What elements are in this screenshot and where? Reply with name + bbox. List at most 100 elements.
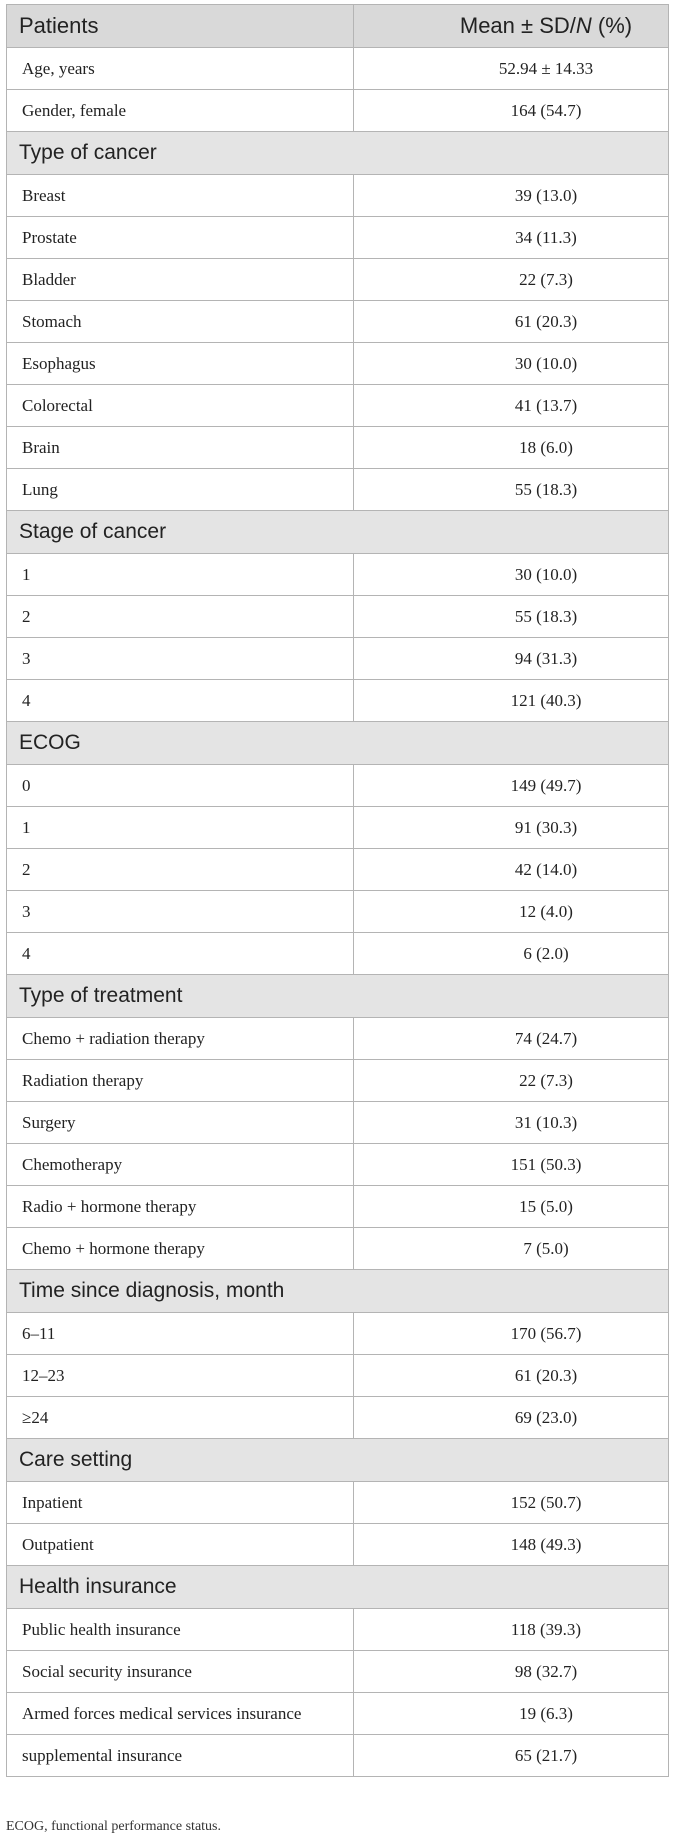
row-value: 19 (6.3) bbox=[353, 1692, 669, 1735]
table-row: Breast 39 (13.0) bbox=[6, 174, 669, 217]
row-value: 98 (32.7) bbox=[353, 1650, 669, 1693]
column-header-mean-sd: Mean ± SD/N (%) bbox=[353, 4, 669, 48]
category-heading: ECOG bbox=[6, 721, 669, 765]
category-row: ECOG bbox=[6, 721, 669, 765]
table-row: supplemental insurance 65 (21.7) bbox=[6, 1734, 669, 1777]
row-value: 91 (30.3) bbox=[353, 806, 669, 849]
table-row: Social security insurance 98 (32.7) bbox=[6, 1650, 669, 1693]
table-row: 3 94 (31.3) bbox=[6, 637, 669, 680]
row-label: Age, years bbox=[6, 47, 354, 90]
table-row: 1 30 (10.0) bbox=[6, 553, 669, 596]
row-label: Prostate bbox=[6, 216, 354, 259]
row-value: 55 (18.3) bbox=[353, 595, 669, 638]
column-header-suffix: (%) bbox=[591, 13, 633, 38]
category-heading: Care setting bbox=[6, 1438, 669, 1482]
row-label: Radio + hormone therapy bbox=[6, 1185, 354, 1228]
table-row: Armed forces medical services insurance 1… bbox=[6, 1692, 669, 1735]
table-row: 12–23 61 (20.3) bbox=[6, 1354, 669, 1397]
row-value: 39 (13.0) bbox=[353, 174, 669, 217]
row-value: 18 (6.0) bbox=[353, 426, 669, 469]
table-row: 1 91 (30.3) bbox=[6, 806, 669, 849]
table-row: Radiation therapy 22 (7.3) bbox=[6, 1059, 669, 1102]
row-label: Chemo + hormone therapy bbox=[6, 1227, 354, 1270]
category-heading: Type of treatment bbox=[6, 974, 669, 1018]
column-header-patients: Patients bbox=[6, 4, 354, 48]
row-value: 149 (49.7) bbox=[353, 764, 669, 807]
table-row: Chemo + radiation therapy 74 (24.7) bbox=[6, 1017, 669, 1060]
row-label: 12–23 bbox=[6, 1354, 354, 1397]
row-value: 170 (56.7) bbox=[353, 1312, 669, 1355]
row-label: Social security insurance bbox=[6, 1650, 354, 1693]
row-value: 52.94 ± 14.33 bbox=[353, 47, 669, 90]
row-label: Brain bbox=[6, 426, 354, 469]
row-value: 61 (20.3) bbox=[353, 1354, 669, 1397]
row-label: ≥24 bbox=[6, 1396, 354, 1439]
row-value: 148 (49.3) bbox=[353, 1523, 669, 1566]
row-value: 42 (14.0) bbox=[353, 848, 669, 891]
patient-characteristics-table: Patients Mean ± SD/N (%) Age, years 52.94… bbox=[6, 4, 669, 1777]
table-row: 0 149 (49.7) bbox=[6, 764, 669, 807]
row-label: 2 bbox=[6, 595, 354, 638]
table-body: Age, years 52.94 ± 14.33 Gender, female 164… bbox=[6, 47, 669, 1777]
row-label: Inpatient bbox=[6, 1481, 354, 1524]
row-label: Bladder bbox=[6, 258, 354, 301]
row-label: Public health insurance bbox=[6, 1608, 354, 1651]
row-value: 55 (18.3) bbox=[353, 468, 669, 511]
table-row: Bladder 22 (7.3) bbox=[6, 258, 669, 301]
column-header-n: N bbox=[575, 13, 592, 38]
table-row: 4 121 (40.3) bbox=[6, 679, 669, 722]
row-label: 6–11 bbox=[6, 1312, 354, 1355]
row-value: 164 (54.7) bbox=[353, 89, 669, 132]
category-row: Time since diagnosis, month bbox=[6, 1269, 669, 1313]
table-row: 2 42 (14.0) bbox=[6, 848, 669, 891]
table-row: ≥24 69 (23.0) bbox=[6, 1396, 669, 1439]
row-label: 3 bbox=[6, 890, 354, 933]
row-value: 34 (11.3) bbox=[353, 216, 669, 259]
table-row: Radio + hormone therapy 15 (5.0) bbox=[6, 1185, 669, 1228]
row-value: 12 (4.0) bbox=[353, 890, 669, 933]
row-label: supplemental insurance bbox=[6, 1734, 354, 1777]
table-row: Lung 55 (18.3) bbox=[6, 468, 669, 511]
row-value: 6 (2.0) bbox=[353, 932, 669, 975]
row-label: 1 bbox=[6, 553, 354, 596]
row-value: 151 (50.3) bbox=[353, 1143, 669, 1186]
row-label: 3 bbox=[6, 637, 354, 680]
row-value: 94 (31.3) bbox=[353, 637, 669, 680]
table-row: Chemo + hormone therapy 7 (5.0) bbox=[6, 1227, 669, 1270]
row-label: Surgery bbox=[6, 1101, 354, 1144]
row-value: 121 (40.3) bbox=[353, 679, 669, 722]
row-label: Chemotherapy bbox=[6, 1143, 354, 1186]
category-heading: Stage of cancer bbox=[6, 510, 669, 554]
category-row: Care setting bbox=[6, 1438, 669, 1482]
row-label: 0 bbox=[6, 764, 354, 807]
row-value: 22 (7.3) bbox=[353, 258, 669, 301]
row-label: Esophagus bbox=[6, 342, 354, 385]
category-row: Stage of cancer bbox=[6, 510, 669, 554]
row-label: Outpatient bbox=[6, 1523, 354, 1566]
row-value: 30 (10.0) bbox=[353, 342, 669, 385]
row-value: 61 (20.3) bbox=[353, 300, 669, 343]
table-row: Surgery 31 (10.3) bbox=[6, 1101, 669, 1144]
row-value: 31 (10.3) bbox=[353, 1101, 669, 1144]
row-label: Breast bbox=[6, 174, 354, 217]
table-footnote: ECOG, functional performance status. bbox=[6, 1819, 221, 1834]
row-label: Gender, female bbox=[6, 89, 354, 132]
row-label: 2 bbox=[6, 848, 354, 891]
table-row: Chemotherapy 151 (50.3) bbox=[6, 1143, 669, 1186]
table-row: Brain 18 (6.0) bbox=[6, 426, 669, 469]
row-label: Armed forces medical services insurance bbox=[6, 1692, 354, 1735]
category-heading: Time since diagnosis, month bbox=[6, 1269, 669, 1313]
row-value: 22 (7.3) bbox=[353, 1059, 669, 1102]
patient-characteristics-table-wrapper: Patients Mean ± SD/N (%) Age, years 52.94… bbox=[6, 4, 669, 1777]
row-value: 74 (24.7) bbox=[353, 1017, 669, 1060]
table-row: 6–11 170 (56.7) bbox=[6, 1312, 669, 1355]
table-row: Public health insurance 118 (39.3) bbox=[6, 1608, 669, 1651]
row-label: Lung bbox=[6, 468, 354, 511]
table-row: Colorectal 41 (13.7) bbox=[6, 384, 669, 427]
row-label: 4 bbox=[6, 679, 354, 722]
row-value: 30 (10.0) bbox=[353, 553, 669, 596]
row-value: 65 (21.7) bbox=[353, 1734, 669, 1777]
category-row: Health insurance bbox=[6, 1565, 669, 1609]
row-value: 41 (13.7) bbox=[353, 384, 669, 427]
